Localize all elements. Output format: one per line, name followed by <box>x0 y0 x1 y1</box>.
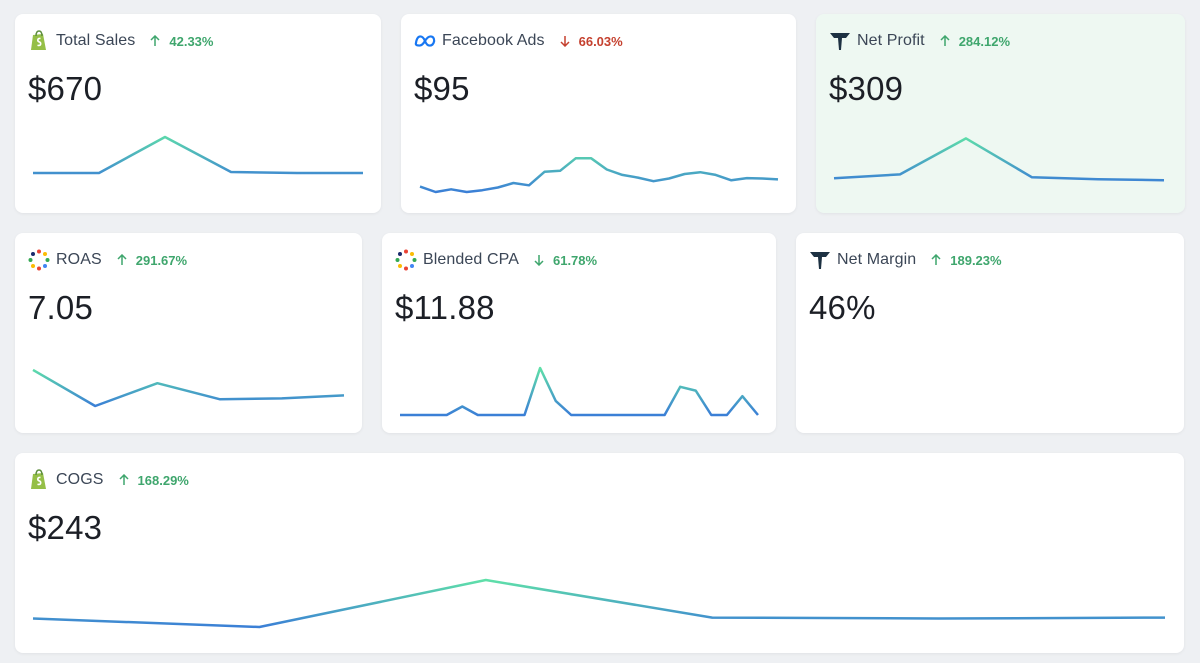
card-title: Total Sales <box>56 32 136 49</box>
change-percent: 291.67% <box>135 252 188 268</box>
change-indicator: 291.67% <box>116 253 187 268</box>
shopify-icon <box>28 469 50 491</box>
change-indicator: 284.12% <box>939 34 1010 49</box>
sparkline-path <box>419 157 779 194</box>
card-header: Blended CPA 61.78% <box>395 248 597 272</box>
card-header: Total Sales 42.33% <box>28 29 213 53</box>
change-percent: 61.78% <box>552 252 598 268</box>
metric-card-net-margin[interactable]: Net Margin 189.23% 46% <box>796 233 1184 433</box>
sparkline <box>833 137 1165 182</box>
arrow-up-icon <box>931 254 941 265</box>
change-percent: 168.29% <box>137 472 189 488</box>
change-indicator: 61.78% <box>533 253 597 268</box>
change-percent: 42.33% <box>169 33 214 49</box>
sparkline <box>32 368 345 408</box>
arrow-up-icon <box>940 35 950 46</box>
metric-card-cogs[interactable]: COGS 168.29% $243 <box>15 453 1184 653</box>
card-title: Net Margin <box>837 251 917 268</box>
card-header: Facebook Ads 66.03% <box>414 29 623 53</box>
metric-value: 7.05 <box>28 289 94 326</box>
sparkline-path <box>833 137 1165 182</box>
arrow-up-icon <box>150 35 160 46</box>
change-indicator: 66.03% <box>559 34 623 49</box>
change-percent: 284.12% <box>958 33 1011 49</box>
card-title: Blended CPA <box>423 251 519 268</box>
card-header: Net Margin 189.23% <box>809 248 1002 272</box>
arrow-down-icon <box>560 36 570 47</box>
sparkline <box>32 578 1166 629</box>
metric-card-roas[interactable]: ROAS 291.67% 7.05 <box>15 233 362 433</box>
arrow-down-icon <box>534 255 544 266</box>
metric-value: $309 <box>829 70 904 107</box>
sparkline-path <box>32 368 345 408</box>
triple-whale-icon <box>829 30 851 52</box>
metric-value: $243 <box>28 509 103 546</box>
meta-icon <box>414 30 436 52</box>
sparkline <box>419 157 779 194</box>
metric-value: $95 <box>414 70 470 107</box>
metric-card-total-sales[interactable]: Total Sales 42.33% $670 <box>15 14 381 213</box>
change-indicator: 189.23% <box>930 252 1002 268</box>
metric-card-blended-cpa[interactable]: Blended CPA 61.78% $11.88 <box>382 233 776 433</box>
sparkline <box>33 135 363 175</box>
metric-card-facebook-ads[interactable]: Facebook Ads 66.03% $95 <box>401 14 796 213</box>
card-header: Net Profit 284.12% <box>829 29 1010 53</box>
dots-ring-icon <box>395 249 417 271</box>
card-title: COGS <box>56 471 104 488</box>
metric-value: $670 <box>28 70 103 107</box>
shopify-icon <box>28 30 50 52</box>
change-indicator: 42.33% <box>149 34 213 49</box>
card-title: Facebook Ads <box>442 32 545 49</box>
triple-whale-icon <box>809 249 831 271</box>
sparkline-path <box>400 366 759 417</box>
sparkline <box>400 366 759 417</box>
card-header: COGS 168.29% <box>28 468 189 492</box>
change-indicator: 168.29% <box>118 473 189 488</box>
sparkline-path <box>32 578 1166 629</box>
metric-value: $11.88 <box>395 289 495 326</box>
card-title: ROAS <box>56 251 102 268</box>
arrow-up-icon <box>119 474 129 485</box>
metric-card-net-profit[interactable]: Net Profit 284.12% $309 <box>816 14 1185 213</box>
change-percent: 189.23% <box>950 252 1002 268</box>
card-header: ROAS 291.67% <box>28 248 187 272</box>
sparkline-path <box>33 135 363 175</box>
change-percent: 66.03% <box>578 33 623 49</box>
arrow-up-icon <box>117 254 127 265</box>
metric-value: 46% <box>809 289 876 326</box>
dots-ring-icon <box>28 249 50 271</box>
card-title: Net Profit <box>857 32 925 49</box>
